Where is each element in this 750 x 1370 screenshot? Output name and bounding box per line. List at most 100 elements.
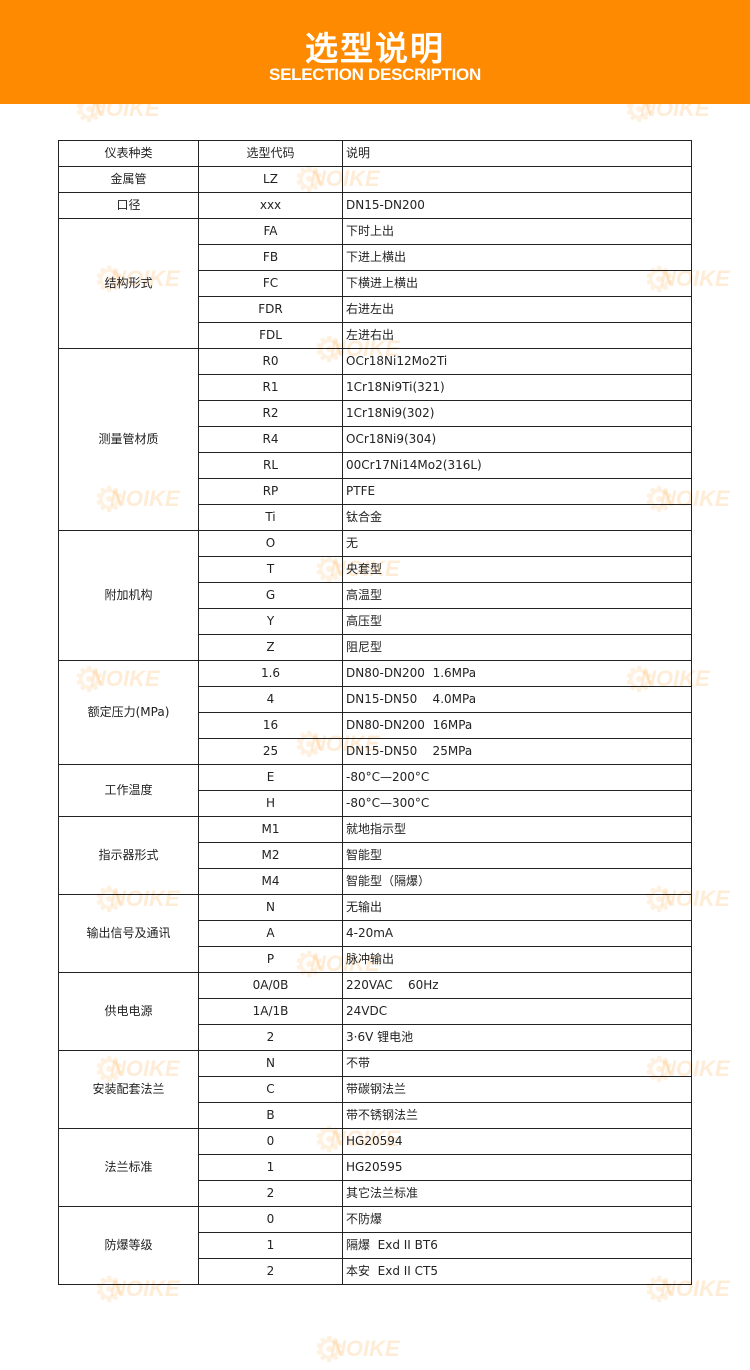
code-cell: 0 [198,1128,343,1155]
description-cell: DN80-DN200 16MPa [342,712,692,739]
table-row: H -80°C—300°C [59,790,692,817]
description-cell: 不防爆 [342,1206,692,1233]
table-row: R4 OCr18Ni9(304) [59,426,692,453]
code-cell: FDR [198,296,343,323]
table-row: 指示器形式 M1 就地指示型 [58,816,692,895]
code-cell: FC [198,270,343,297]
code-cell: RL [198,452,343,479]
code-cell: Ti [198,504,343,531]
table-row: 4 DN15-DN50 4.0MPa [59,686,692,713]
category-cell: 安装配套法兰 [58,1050,199,1129]
category-cell: 法兰标准 [58,1128,199,1207]
description-cell: 隔爆 Exd II BT6 [342,1232,692,1259]
description-cell: 1Cr18Ni9(302) [342,400,692,427]
description-cell [342,166,692,193]
code-cell: 2 [198,1258,343,1285]
table-row: 额定压力(MPa) 1.6 DN80-DN200 1.6MPa [58,660,692,765]
code-cell: M1 [198,816,343,843]
table-row: 口径 xxx DN15-DN200 [58,192,692,219]
table-row: 供电电源 0A/0B 220VAC 60Hz [58,972,692,1051]
code-cell: Z [198,634,343,661]
description-cell: DN15-DN50 25MPa [342,738,692,765]
description-cell: 脉冲输出 [342,946,692,973]
description-cell: 下进上横出 [342,244,692,271]
description-cell: 其它法兰标准 [342,1180,692,1207]
code-cell: M4 [198,868,343,895]
code-cell: FB [198,244,343,271]
code-cell: 1.6 [198,660,343,687]
table-row: 法兰标准 0 HG20594 [58,1128,692,1207]
code-cell: 1 [198,1232,343,1259]
description-cell: 智能型（隔爆） [342,868,692,895]
page-title: 选型说明 [305,29,445,68]
header-banner: 选型说明 SELECTION DESCRIPTION [0,0,750,104]
description-cell: -80°C—300°C [342,790,692,817]
code-cell: xxx [198,192,343,219]
table-row: R2 1Cr18Ni9(302) [59,400,692,427]
code-cell: P [198,946,343,973]
table-row: FC 下横进上横出 [59,270,692,297]
description-cell: DN15-DN200 [342,192,692,219]
category-cell: 附加机构 [58,530,199,661]
code-cell: R1 [198,374,343,401]
table-row: FDL 左进右出 [59,322,692,349]
description-cell: 智能型 [342,842,692,869]
code-cell: 4 [198,686,343,713]
code-cell: 1 [198,1154,343,1181]
column-header: 说明 [342,140,692,167]
selection-table: 仪表种类 选型代码 说明 金属管 LZ 口径 xxx DN15-DN200 结构形式 FA 下… [58,140,692,1285]
description-cell: 无输出 [342,894,692,921]
description-cell: HG20595 [342,1154,692,1181]
code-cell: 1A/1B [198,998,343,1025]
code-cell: LZ [198,166,343,193]
description-cell: -80°C—200°C [342,764,692,791]
category-cell: 输出信号及通讯 [58,894,199,973]
category-cell: 额定压力(MPa) [58,660,199,765]
table-row: Ti 钛合金 [59,504,692,531]
category-cell: 测量管材质 [58,348,199,531]
description-cell: 00Cr17Ni14Mo2(316L) [342,452,692,479]
code-cell: 2 [198,1180,343,1207]
description-cell: HG20594 [342,1128,692,1155]
description-cell: 220VAC 60Hz [342,972,692,999]
table-row: 结构形式 FA 下时上出 [58,218,692,349]
description-cell: 3·6V 锂电池 [342,1024,692,1051]
description-cell: 无 [342,530,692,557]
table-row: 防爆等级 0 不防爆 [58,1206,692,1285]
code-cell: N [198,894,343,921]
description-cell: 阻尼型 [342,634,692,661]
code-cell: R0 [198,348,343,375]
code-cell: 2 [198,1024,343,1051]
description-cell: DN15-DN50 4.0MPa [342,686,692,713]
description-cell: 钛合金 [342,504,692,531]
code-cell: H [198,790,343,817]
table-row: P 脉冲输出 [59,946,692,973]
code-cell: R2 [198,400,343,427]
table-row: T 央套型 [59,556,692,583]
table-row: R1 1Cr18Ni9Ti(321) [59,374,692,401]
code-cell: 25 [198,738,343,765]
description-cell: 高温型 [342,582,692,609]
code-cell: FDL [198,322,343,349]
table-row: 1 隔爆 Exd II BT6 [59,1232,692,1259]
description-cell: 左进右出 [342,322,692,349]
column-header: 仪表种类 [58,140,199,167]
code-cell: 16 [198,712,343,739]
table-row: FDR 右进左出 [59,296,692,323]
table-row: 工作温度 E -80°C—200°C [58,764,692,817]
code-cell: FA [198,218,343,245]
description-cell: 下横进上横出 [342,270,692,297]
code-cell: M2 [198,842,343,869]
table-row: 附加机构 O 无 [58,530,692,661]
table-header-row: 仪表种类 选型代码 说明 [58,140,692,167]
code-cell: N [198,1050,343,1077]
code-cell: RP [198,478,343,505]
description-cell: 下时上出 [342,218,692,245]
code-cell: 0A/0B [198,972,343,999]
page-subtitle: SELECTION DESCRIPTION [269,65,481,84]
description-cell: OCr18Ni12Mo2Ti [342,348,692,375]
table-row: 16 DN80-DN200 16MPa [59,712,692,739]
description-cell: 就地指示型 [342,816,692,843]
code-cell: A [198,920,343,947]
category-cell: 工作温度 [58,764,199,817]
